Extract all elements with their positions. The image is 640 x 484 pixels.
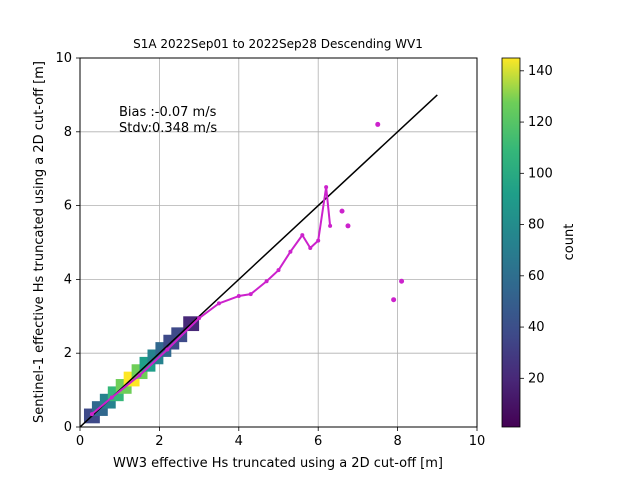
line-layer <box>80 94 438 427</box>
mean-point <box>324 185 329 190</box>
colorbar-tick-label: 140 <box>528 64 553 79</box>
grid <box>79 57 478 428</box>
y-axis-label: Sentinel-1 effective Hs truncated using … <box>32 61 47 423</box>
bias-annotation: Bias :-0.07 m/s <box>119 105 217 120</box>
x-tick-label: 2 <box>155 434 163 449</box>
chart-title: S1A 2022Sep01 to 2022Sep28 Descending WV… <box>133 37 423 51</box>
outlier-point <box>345 223 351 229</box>
y-tick-label: 2 <box>64 346 72 361</box>
mean-point <box>165 347 170 352</box>
x-tick-label: 8 <box>393 434 401 449</box>
mean-point <box>328 223 333 228</box>
mean-point <box>316 238 321 243</box>
mean-point <box>216 301 221 306</box>
x-axis-ticks: 0 2 4 6 8 10 <box>76 427 485 449</box>
colorbar-tick-label: 60 <box>528 269 545 284</box>
colorbar-label: count <box>562 224 577 261</box>
colorbar-ticks: 20 40 60 80 100 120 140 <box>520 64 553 386</box>
mean-point <box>300 233 305 238</box>
colorbar-tick-label: 120 <box>528 115 553 130</box>
colorbar-tick-label: 100 <box>528 166 553 181</box>
y-tick-label: 4 <box>64 272 72 287</box>
outlier-point <box>399 278 405 284</box>
colorbar-tick-label: 40 <box>528 320 545 335</box>
mean-point <box>197 316 202 321</box>
outlier-point <box>391 297 397 303</box>
mean-point <box>137 373 142 378</box>
outlier-point <box>375 121 381 127</box>
x-tick-label: 4 <box>235 434 243 449</box>
mean-point <box>109 395 114 400</box>
outlier-layer <box>339 121 405 303</box>
y-tick-label: 6 <box>64 199 72 214</box>
colorbar <box>501 57 521 428</box>
colorbar-tick-label: 20 <box>528 371 545 386</box>
stdv-annotation: Stdv:0.348 m/s <box>119 121 217 136</box>
x-tick-label: 6 <box>314 434 322 449</box>
mean-point <box>308 246 313 251</box>
y-axis-ticks: 0 2 4 6 8 10 <box>55 51 80 435</box>
x-tick-label: 10 <box>469 434 486 449</box>
colorbar-tick-label: 80 <box>528 218 545 233</box>
mean-point <box>236 294 241 299</box>
mean-point <box>288 249 293 254</box>
y-tick-label: 8 <box>64 125 72 140</box>
mean-point <box>264 279 269 284</box>
plot-frame <box>79 57 478 428</box>
y-tick-label: 0 <box>64 420 72 435</box>
x-tick-label: 0 <box>76 434 84 449</box>
outlier-point <box>339 208 345 214</box>
x-axis-label: WW3 effective Hs truncated using a 2D cu… <box>113 456 443 471</box>
mean-line <box>91 186 332 415</box>
mean-point <box>276 268 281 273</box>
identity-line <box>80 94 438 427</box>
mean-point <box>248 292 253 297</box>
y-tick-label: 10 <box>55 51 72 66</box>
mean-point <box>89 412 94 417</box>
